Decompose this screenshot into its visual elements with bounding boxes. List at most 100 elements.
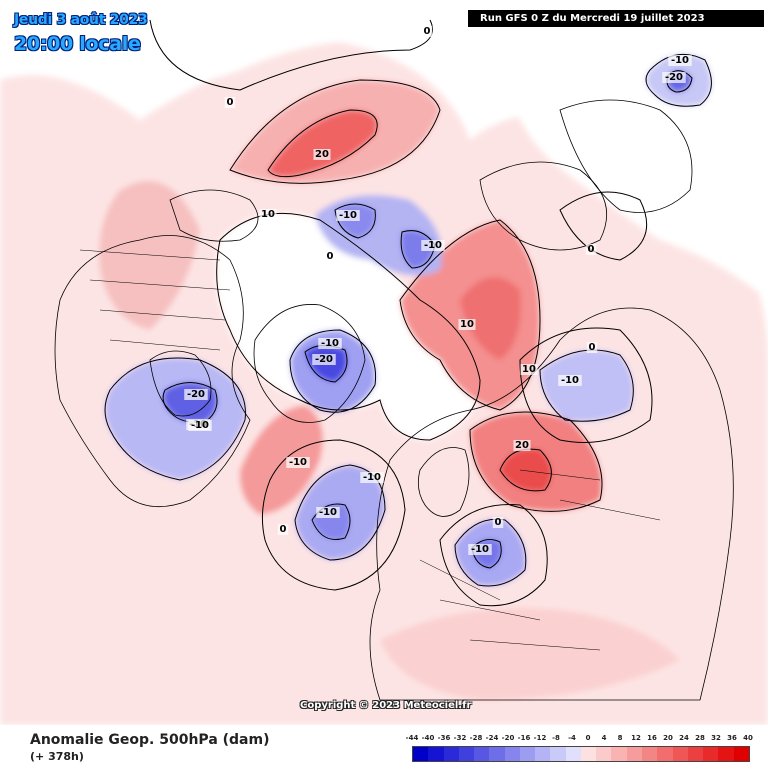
neutral-area-east (500, 48, 768, 300)
contour-label-0-europe: 0 (495, 517, 502, 528)
contour-label-m10-europe: -10 (471, 544, 489, 555)
eurasia-coastline (369, 307, 734, 701)
contour-0-east-asia (519, 327, 653, 443)
contour-label-m10-west-pacific: -10 (671, 55, 689, 66)
contour-0-east (559, 191, 648, 261)
scale-swatch (733, 747, 749, 761)
contour-label-background (259, 209, 277, 220)
contour-m10-europe-core (471, 539, 502, 569)
contour-label-m10-arctic-a: -10 (339, 210, 357, 221)
contour-label-20-russia: 20 (515, 440, 529, 451)
contour-label-background (184, 389, 208, 400)
positive-core-atlantic (268, 110, 378, 177)
contour-0-europe (439, 503, 548, 607)
contour-label-0-atlantic: 0 (280, 524, 287, 535)
contour-label-m10-hudson: -10 (191, 420, 209, 431)
anomaly-map: 20 10 0 0 -10 -20 -10 -10 0 10 10 -10 -20 -20 -10 -10 -1… (0, 0, 768, 725)
contour-label-10-north-atlantic: 10 (261, 209, 275, 220)
contour-m10-canada (104, 357, 246, 481)
scale-tick-label: 40 (743, 734, 753, 742)
contour-label-0-northwest: 0 (227, 97, 234, 108)
alaska-coastline (169, 189, 259, 242)
positive-lobe-mediterranean (380, 608, 680, 700)
contour-label-background (662, 72, 686, 83)
contour-label-m10-atlantic: -10 (319, 507, 337, 518)
scale-swatch (550, 747, 566, 761)
contour-m10-arctic-b (400, 230, 436, 269)
contour-label-background (513, 440, 531, 451)
scale-swatch (626, 747, 642, 761)
contour-label-background (324, 251, 336, 262)
contour-0-arctic (216, 212, 481, 441)
scale-swatch (611, 747, 627, 761)
scale-swatch (535, 747, 551, 761)
scale-tick-label: -16 (517, 734, 531, 742)
contour-m10-europe (454, 518, 527, 587)
scale-tick-labels: -44 -40 -36 -32 -28 -24 -20 -16 -12 -8 -4 0 4 8 12 16 20… (406, 734, 753, 744)
contour-label-0-east-asia: 0 (589, 342, 596, 353)
map-footer: Anomalie Geop. 500hPa (dam) (+ 378h) -44… (0, 725, 768, 768)
border-lines (79, 249, 661, 651)
scale-tick-label: 8 (617, 734, 623, 742)
scale-tick-label: -4 (568, 734, 576, 742)
contour-label-background (492, 517, 504, 528)
contour-m10-greenland (289, 329, 377, 413)
contour-label-background (668, 55, 692, 66)
scale-tick-label: -44 (405, 734, 419, 742)
contour-label-background (316, 507, 340, 518)
positive-lobe-greenland (239, 405, 323, 515)
contour-label-m20-greenland: -20 (315, 354, 333, 365)
scale-tick-label: -12 (533, 734, 547, 742)
north-america-coastline (54, 235, 251, 507)
valid-time: 20:00 locale (14, 33, 141, 55)
contour-label-m10-east-atlantic: -10 (363, 472, 381, 483)
scale-swatch (474, 747, 490, 761)
contour-label-background (313, 149, 331, 160)
scale-color-bar (412, 746, 750, 762)
anomaly-shading (0, 0, 768, 725)
contour-label-background (421, 240, 445, 251)
scale-tick-label: 16 (647, 734, 657, 742)
contour-m10-atlantic-core (311, 503, 351, 540)
contour-label-background (318, 338, 342, 349)
contour-label-0-arctic: 0 (327, 251, 334, 262)
contour-label-m20-west-pacific: -20 (665, 72, 683, 83)
anomaly-contours (104, 19, 712, 607)
contour-label-background (312, 354, 336, 365)
positive-core-siberia (460, 277, 521, 360)
neutral-area-arctic (216, 213, 480, 440)
scale-swatch (443, 747, 459, 761)
contour-label-20-north-atlantic: 20 (315, 149, 329, 160)
negative-core-arctic-b (401, 230, 435, 268)
contour-label-m10-arctic-b: -10 (424, 240, 442, 251)
scale-tick-label: 4 (601, 734, 607, 742)
contour-0-northwest (149, 19, 433, 91)
contour-label-background (224, 97, 236, 108)
scale-tick-label: -28 (469, 734, 483, 742)
contour-label-10-siberia: 10 (460, 319, 474, 330)
siberia-coastline (479, 161, 607, 251)
scale-tick-label: 20 (663, 734, 673, 742)
scale-swatch (641, 747, 658, 761)
contour-20-atlantic (267, 109, 378, 178)
color-scale-legend: -44 -40 -36 -32 -28 -24 -20 -16 -12 -8 -4 0 4 8 12 16 20… (406, 734, 753, 764)
contour-m10-atlantic (294, 464, 386, 561)
contour-label-background (188, 420, 212, 431)
contour-label-background (421, 26, 433, 37)
field-title: Anomalie Geop. 500hPa (dam) (30, 732, 270, 748)
copyright-notice: Copyright © 2023 Meteociel.fr (300, 700, 472, 711)
contour-m10-arctic-a (334, 203, 376, 239)
scale-tick-label: 24 (679, 734, 689, 742)
contour-label-background (585, 244, 597, 255)
contour-label-background (336, 210, 360, 221)
contour-label-background (520, 364, 538, 375)
scale-swatch (519, 747, 536, 761)
contour-label-background (286, 457, 310, 468)
scale-tick-label: -24 (485, 734, 499, 742)
scale-tick-label: 12 (631, 734, 641, 742)
contour-label-background (360, 472, 384, 483)
run-info-banner: Run GFS 0 Z du Mercredi 19 juillet 2023 (468, 10, 764, 27)
scale-swatch (718, 747, 734, 761)
scale-swatch (504, 747, 520, 761)
